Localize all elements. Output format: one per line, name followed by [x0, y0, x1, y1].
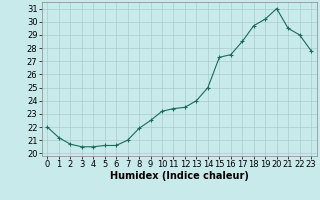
X-axis label: Humidex (Indice chaleur): Humidex (Indice chaleur): [110, 171, 249, 181]
